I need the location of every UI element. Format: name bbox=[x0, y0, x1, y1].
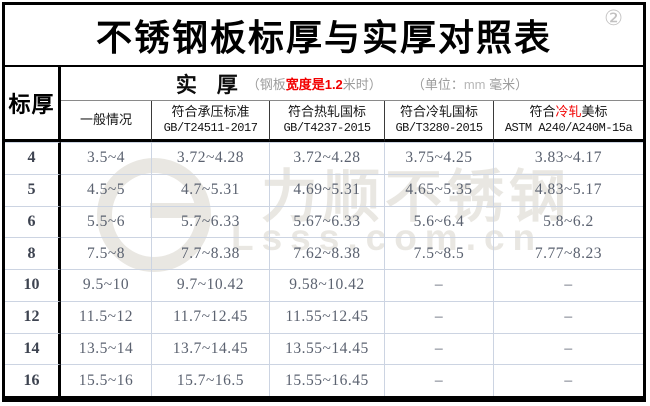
value-cell: 3.5~4 bbox=[61, 142, 151, 174]
value-cell: 4.5~5 bbox=[61, 173, 151, 206]
standard-code: ASTM A240/A240M-15a bbox=[504, 120, 633, 135]
value-cell: 4.69~5.31 bbox=[269, 173, 384, 206]
title-bar: 不锈钢板标厚与实厚对照表 ② bbox=[5, 5, 643, 67]
value-cell: 3.83~4.17 bbox=[493, 142, 643, 174]
comparison-table-frame: 力顺不锈钢 Lsss.com.cn 不锈钢板标厚与实厚对照表 ② 标厚 实 厚 … bbox=[2, 2, 646, 402]
value-cell: – bbox=[384, 364, 493, 396]
standard-code: GB/T24511-2017 bbox=[163, 120, 258, 135]
value-cell: 5.5~6 bbox=[61, 205, 151, 238]
nominal-thickness-cell: 12 bbox=[5, 300, 61, 333]
value-cell: – bbox=[384, 300, 493, 333]
value-cell: 4.65~5.35 bbox=[384, 173, 493, 206]
page-title: 不锈钢板标厚与实厚对照表 bbox=[95, 18, 552, 58]
value-cell: 5.7~6.33 bbox=[151, 205, 269, 238]
nominal-thickness-header: 标厚 bbox=[5, 67, 61, 142]
nominal-thickness-cell: 10 bbox=[5, 269, 61, 301]
nominal-thickness-cell: 16 bbox=[5, 364, 61, 396]
column-header-label: 符合承压标准 bbox=[171, 103, 250, 119]
value-cell: 7.7~8.38 bbox=[151, 237, 269, 269]
value-cell: 11.5~12 bbox=[61, 300, 151, 333]
nominal-thickness-cell: 5 bbox=[5, 173, 61, 206]
standard-code: GB/T4237-2015 bbox=[283, 120, 371, 135]
value-cell: 15.5~16 bbox=[61, 364, 151, 396]
value-cell: 7.5~8.5 bbox=[384, 237, 493, 269]
column-header-cell: 符合热轧国标 GB/T4237-2015 bbox=[269, 101, 384, 142]
value-cell: 5.8~6.2 bbox=[493, 205, 643, 238]
value-cell: 11.55~12.45 bbox=[269, 300, 384, 333]
value-cell: 9.7~10.42 bbox=[151, 269, 269, 301]
value-cell: 13.7~14.45 bbox=[151, 332, 269, 365]
value-cell: 13.55~14.45 bbox=[269, 332, 384, 365]
standard-code: GB/T3280-2015 bbox=[395, 120, 483, 135]
value-cell: – bbox=[493, 269, 643, 301]
value-cell: 3.75~4.25 bbox=[384, 142, 493, 174]
value-cell: 9.58~10.42 bbox=[269, 269, 384, 301]
value-cell: 15.55~16.45 bbox=[269, 364, 384, 396]
value-cell: 7.77~8.23 bbox=[493, 237, 643, 269]
table-grid: 标厚 实 厚 （钢板宽度是1.2米时） （单位：mm 毫米） 一般情况 符合承压标… bbox=[5, 67, 643, 396]
value-cell: – bbox=[493, 364, 643, 396]
value-cell: 7.62~8.38 bbox=[269, 237, 384, 269]
nominal-thickness-cell: 4 bbox=[5, 142, 61, 174]
value-cell: – bbox=[493, 332, 643, 365]
nominal-thickness-cell: 8 bbox=[5, 237, 61, 269]
column-header-label: 符合热轧国标 bbox=[287, 103, 366, 119]
nominal-thickness-cell: 14 bbox=[5, 332, 61, 365]
nominal-thickness-cell: 6 bbox=[5, 205, 61, 238]
value-cell: 13.5~14 bbox=[61, 332, 151, 365]
column-header-cell: 符合承压标准 GB/T24511-2017 bbox=[151, 101, 269, 142]
value-cell: 5.67~6.33 bbox=[269, 205, 384, 238]
value-cell: 15.7~16.5 bbox=[151, 364, 269, 396]
value-cell: 3.72~4.28 bbox=[269, 142, 384, 174]
value-cell: 4.7~5.31 bbox=[151, 173, 269, 206]
column-header-label: 一般情况 bbox=[79, 111, 132, 127]
value-cell: – bbox=[384, 269, 493, 301]
value-cell: 5.6~6.4 bbox=[384, 205, 493, 238]
value-cell: – bbox=[493, 300, 643, 333]
value-cell: 3.72~4.28 bbox=[151, 142, 269, 174]
width-note-highlight: 宽度是1.2 bbox=[285, 77, 343, 92]
column-header-cell: 符合冷轧美标 ASTM A240/A240M-15a bbox=[493, 101, 643, 142]
value-cell: – bbox=[384, 332, 493, 365]
value-cell: 11.7~12.45 bbox=[151, 300, 269, 333]
column-header-cell: 一般情况 bbox=[61, 101, 151, 142]
circled-number-badge: ② bbox=[604, 7, 623, 30]
value-cell: 4.83~5.17 bbox=[493, 173, 643, 206]
value-cell: 7.5~8 bbox=[61, 237, 151, 269]
actual-thickness-title: 实 厚 bbox=[175, 73, 245, 97]
column-header-label: 符合冷轧国标 bbox=[399, 103, 478, 119]
column-header-cell: 符合冷轧国标 GB/T3280-2015 bbox=[384, 101, 493, 142]
unit-note: （单位：mm 毫米） bbox=[411, 77, 529, 92]
width-note: （钢板宽度是1.2米时） bbox=[246, 77, 382, 92]
column-header-label: 符合冷轧美标 bbox=[529, 103, 608, 119]
actual-thickness-header: 实 厚 （钢板宽度是1.2米时） （单位：mm 毫米） bbox=[61, 67, 643, 101]
value-cell: 9.5~10 bbox=[61, 269, 151, 301]
